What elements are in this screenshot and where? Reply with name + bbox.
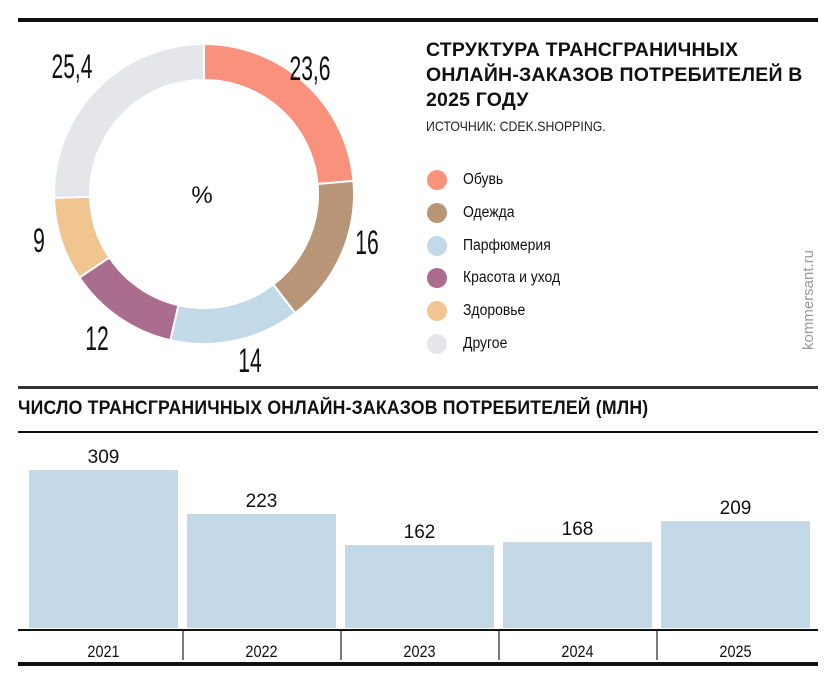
legend: Обувь Одежда Парфюмерия Красота и уход З… (427, 164, 571, 360)
section-divider (18, 386, 818, 389)
legend-label: Другое (463, 334, 508, 352)
bar-2025 (661, 521, 810, 628)
bar-chart-title: ЧИСЛО ТРАНСГРАНИЧНЫХ ОНЛАЙН-ЗАКАЗОВ ПОТР… (18, 398, 649, 419)
title-underline (18, 431, 818, 433)
donut-slice-2 (271, 179, 355, 315)
donut-slice-1 (203, 42, 355, 186)
legend-item: Обувь (427, 164, 571, 197)
legend-label: Здоровье (463, 302, 526, 320)
donut-value-label: 23,6 (290, 49, 331, 87)
donut-slice-6 (53, 42, 205, 199)
legend-item: Здоровье (427, 295, 571, 328)
x-axis-line (18, 629, 818, 631)
x-tick-label: 2024 (561, 643, 593, 661)
donut-value-label: 25,4 (52, 47, 93, 85)
legend-swatch (427, 235, 447, 256)
bar-value-label: 223 (246, 491, 278, 512)
donut-slice-3 (169, 283, 297, 345)
donut-chart: 23,6 16 14 12 9 25,4 % (33, 42, 379, 379)
donut-chart-title: СТРУКТУРА ТРАНСГРАНИЧНЫХ ОНЛАЙН-ЗАКАЗОВ … (426, 39, 803, 111)
legend-swatch (427, 203, 447, 224)
x-tick-label: 2021 (87, 643, 119, 661)
x-tick-label: 2025 (719, 643, 751, 661)
donut-value-label: 9 (33, 221, 45, 259)
legend-swatch (427, 333, 447, 354)
legend-item: Другое (427, 327, 571, 360)
legend-swatch (427, 170, 447, 191)
source-note: ИСТОЧНИК: CDEK.SHOPPING. (426, 118, 606, 134)
bar-chart: 309 223 162 168 209 2021 2022 2023 2024 2025 (29, 447, 810, 661)
watermark: kommersant.ru (800, 249, 817, 350)
bottom-rule (18, 662, 818, 666)
bar-2024 (503, 542, 652, 628)
legend-label: Обувь (463, 171, 504, 189)
legend-label: Красота и уход (463, 269, 561, 287)
x-tick-label: 2022 (245, 643, 277, 661)
bar-value-label: 162 (404, 522, 436, 543)
legend-item: Одежда (427, 197, 571, 230)
legend-swatch (427, 301, 447, 322)
x-tick-label: 2023 (403, 643, 435, 661)
legend-label: Парфюмерия (463, 236, 551, 254)
bar-2023 (345, 545, 494, 628)
donut-value-label: 14 (238, 341, 261, 379)
donut-center-label: % (191, 182, 212, 209)
bar-value-label: 168 (562, 519, 594, 540)
legend-item: Красота и уход (427, 262, 571, 295)
bar-value-label: 209 (720, 498, 752, 519)
bar-2022 (187, 513, 336, 628)
top-rule (18, 18, 818, 22)
donut-value-label: 16 (355, 223, 378, 261)
legend-swatch (427, 268, 447, 289)
bar-value-label: 309 (88, 447, 120, 468)
legend-label: Одежда (463, 204, 515, 222)
legend-item: Парфюмерия (427, 229, 571, 262)
bar-2021 (29, 470, 178, 628)
donut-value-label: 12 (85, 319, 108, 357)
